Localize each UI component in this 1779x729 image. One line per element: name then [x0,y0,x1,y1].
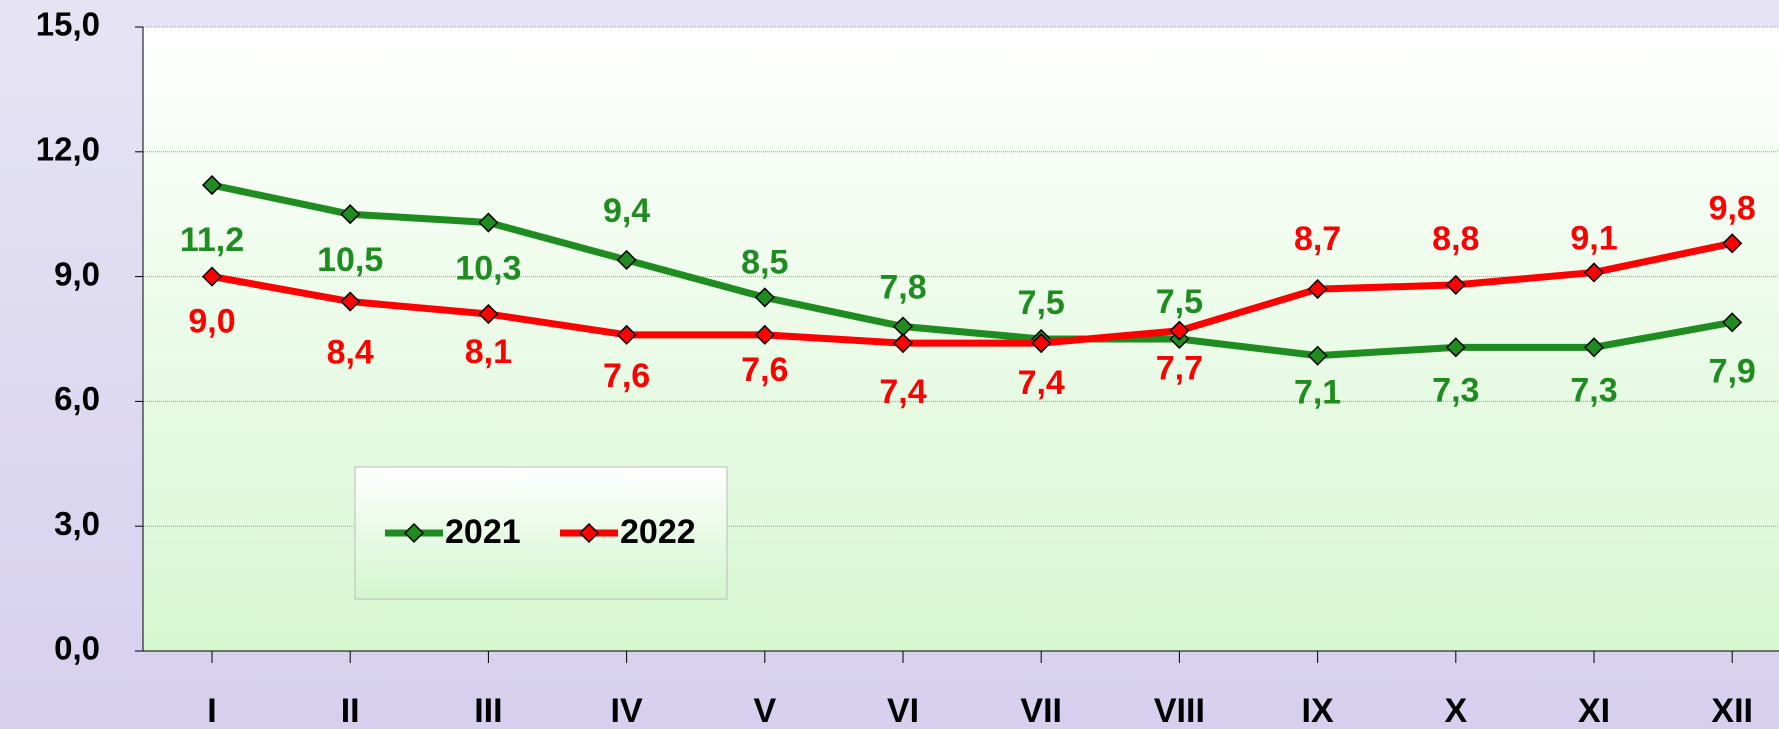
data-label: 8,5 [741,243,788,281]
x-tick-label: IV [611,692,643,729]
data-label: 7,6 [603,357,650,395]
data-label: 7,8 [879,269,926,307]
x-tick-label: VI [887,692,919,729]
y-tick-label: 6,0 [54,380,100,417]
y-tick-label: 9,0 [54,255,100,292]
x-tick-label: X [1444,692,1467,729]
data-point [201,266,223,287]
legend-marker [403,522,425,544]
data-label: 9,1 [1570,219,1617,257]
x-tick-label: II [341,692,360,729]
data-label: 7,9 [1709,352,1756,390]
data-point [754,324,775,345]
y-tick-label: 12,0 [36,131,100,168]
data-label: 8,7 [1294,220,1341,258]
data-label: 7,3 [1570,371,1617,409]
data-label: 8,4 [327,334,374,372]
legend-label: 2022 [620,513,696,551]
data-point [1445,274,1466,295]
x-tick-label: XII [1711,692,1753,729]
data-point [201,175,223,196]
data-point [754,287,775,308]
y-tick-label: 0,0 [54,630,100,667]
data-label: 7,1 [1294,374,1341,412]
data-label: 9,4 [603,192,650,230]
data-point [616,324,637,345]
data-point [1583,262,1605,283]
data-point [478,212,499,233]
x-tick-label: VIII [1154,692,1205,729]
data-point [616,249,637,271]
data-point [1583,337,1605,358]
legend-label: 2021 [445,513,521,551]
data-point [1445,337,1466,358]
legend: 2021 2022 [354,466,728,600]
x-tick-label: III [474,692,502,729]
legend-marker [578,522,600,544]
data-point [340,291,361,312]
data-label: 10,5 [317,241,383,279]
data-label: 7,5 [1156,283,1203,321]
data-label: 9,8 [1709,189,1756,227]
x-tick-label: VII [1020,692,1062,729]
data-label: 7,5 [1018,284,1065,322]
x-tick-label: IX [1302,692,1334,729]
series-line [211,181,1733,360]
data-label: 11,2 [180,221,244,259]
data-point [1307,345,1328,366]
y-tick-label: 15,0 [36,6,100,43]
data-label: 7,4 [879,373,926,411]
x-tick-label: V [753,692,776,729]
y-tick-label: 3,0 [54,505,100,542]
data-label: 7,6 [741,351,788,389]
data-label: 7,7 [1156,350,1203,388]
data-label: 8,8 [1432,220,1479,258]
data-label: 9,0 [188,303,235,341]
x-tick-label: XI [1578,692,1610,729]
data-label: 8,1 [465,333,512,371]
data-point [1169,320,1190,341]
data-point [892,333,914,354]
data-label: 10,3 [455,250,521,288]
series-line [211,239,1733,347]
data-label: 7,4 [1018,364,1065,402]
data-point [1031,333,1052,354]
data-point [478,303,499,325]
data-point [340,204,361,225]
x-tick-label: I [207,692,216,729]
data-point [1722,312,1743,333]
data-label: 7,3 [1432,371,1479,409]
data-point [1307,279,1328,300]
data-point [1722,233,1743,254]
